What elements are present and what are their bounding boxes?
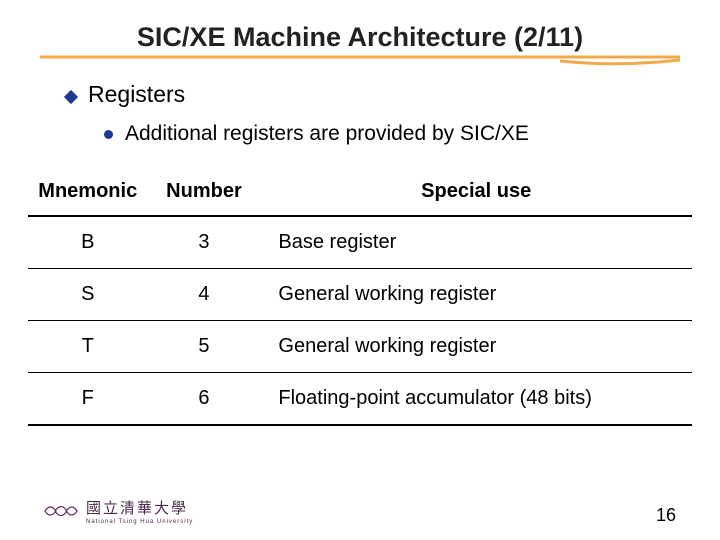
bullet-level2-text: Additional registers are provided by SIC… — [125, 122, 529, 146]
col-header-number: Number — [148, 170, 261, 216]
bullet-level2: Additional registers are provided by SIC… — [104, 122, 670, 146]
cell-special-use: General working register — [260, 269, 692, 321]
registers-table: Mnemonic Number Special use B 3 Base reg… — [28, 170, 692, 426]
table-header-row: Mnemonic Number Special use — [28, 170, 692, 216]
dot-bullet-icon — [104, 130, 113, 139]
title-underline — [40, 55, 680, 67]
table-row: F 6 Floating-point accumulator (48 bits) — [28, 373, 692, 426]
bullet-level1-text: Registers — [88, 81, 185, 108]
cell-number: 6 — [148, 373, 261, 426]
page-number: 16 — [656, 505, 676, 526]
cell-mnemonic: F — [28, 373, 148, 426]
table-row: B 3 Base register — [28, 216, 692, 269]
diamond-bullet-icon — [64, 90, 78, 104]
col-header-mnemonic: Mnemonic — [28, 170, 148, 216]
university-logo: 國立清華大學 National Tsing Hua University — [44, 501, 193, 526]
logo-text-cn: 國立清華大學 — [86, 502, 193, 517]
bullet-level1: Registers — [66, 81, 670, 108]
cell-mnemonic: T — [28, 321, 148, 373]
cell-special-use: Floating-point accumulator (48 bits) — [260, 373, 692, 426]
cell-mnemonic: B — [28, 216, 148, 269]
cell-number: 5 — [148, 321, 261, 373]
cell-number: 4 — [148, 269, 261, 321]
content-area: Registers Additional registers are provi… — [0, 67, 720, 146]
cell-number: 3 — [148, 216, 261, 269]
logo-text-en: National Tsing Hua University — [86, 519, 193, 525]
slide-title: SIC/XE Machine Architecture (2/11) — [0, 0, 720, 53]
table-row: S 4 General working register — [28, 269, 692, 321]
logo-mark-icon — [44, 501, 78, 526]
cell-special-use: Base register — [260, 216, 692, 269]
table-row: T 5 General working register — [28, 321, 692, 373]
cell-special-use: General working register — [260, 321, 692, 373]
slide-footer: 國立清華大學 National Tsing Hua University 16 — [44, 501, 676, 526]
cell-mnemonic: S — [28, 269, 148, 321]
col-header-special-use: Special use — [260, 170, 692, 216]
